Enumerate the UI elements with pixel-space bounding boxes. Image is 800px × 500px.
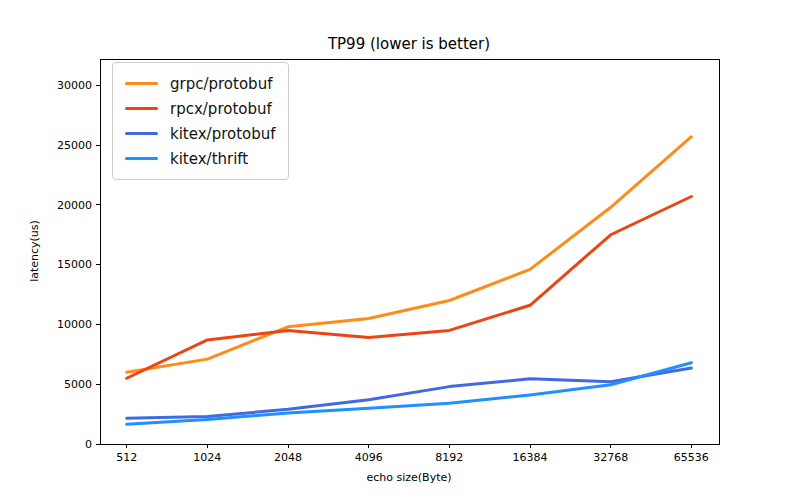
x-tick-label: 8192	[435, 451, 463, 464]
y-tick-label: 0	[85, 438, 92, 451]
chart-title: TP99 (lower is better)	[327, 35, 490, 53]
x-tick-label: 32768	[593, 451, 628, 464]
legend-item: kitex/thrift	[125, 146, 278, 171]
legend-label: kitex/protobuf	[170, 125, 276, 143]
legend-item: rpcx/protobuf	[125, 96, 278, 121]
y-tick-label: 30000	[57, 79, 92, 92]
x-tick-label: 65536	[674, 451, 709, 464]
y-tick-label: 15000	[57, 258, 92, 271]
x-tick-label: 4096	[355, 451, 383, 464]
y-tick-label: 10000	[57, 318, 92, 331]
x-tick-label: 2048	[274, 451, 302, 464]
series-line-kitex-protobuf	[127, 368, 692, 418]
series-line-rpcx-protobuf	[127, 197, 692, 379]
x-axis-label: echo size(Byte)	[366, 471, 451, 484]
y-tick-label: 20000	[57, 199, 92, 212]
chart-legend: grpc/protobuf rpcx/protobuf kitex/protobuf…	[112, 62, 289, 180]
legend-swatch	[125, 157, 158, 161]
y-axis-label: latency(us)	[28, 220, 41, 282]
legend-item: grpc/protobuf	[125, 71, 278, 96]
legend-swatch	[125, 107, 158, 111]
legend-label: kitex/thrift	[170, 150, 248, 168]
y-tick-label: 5000	[64, 378, 92, 391]
x-tick-label: 1024	[193, 451, 221, 464]
legend-item: kitex/protobuf	[125, 121, 278, 146]
chart-figure: 0 5000 10000 15000 20000 25000 30000 512 1024 204…	[0, 0, 800, 500]
legend-label: grpc/protobuf	[170, 75, 272, 93]
y-tick-label: 25000	[57, 139, 92, 152]
x-tick-label: 512	[116, 451, 137, 464]
legend-swatch	[125, 132, 158, 136]
legend-label: rpcx/protobuf	[170, 100, 272, 118]
x-tick-label: 16384	[513, 451, 548, 464]
legend-swatch	[125, 82, 158, 86]
